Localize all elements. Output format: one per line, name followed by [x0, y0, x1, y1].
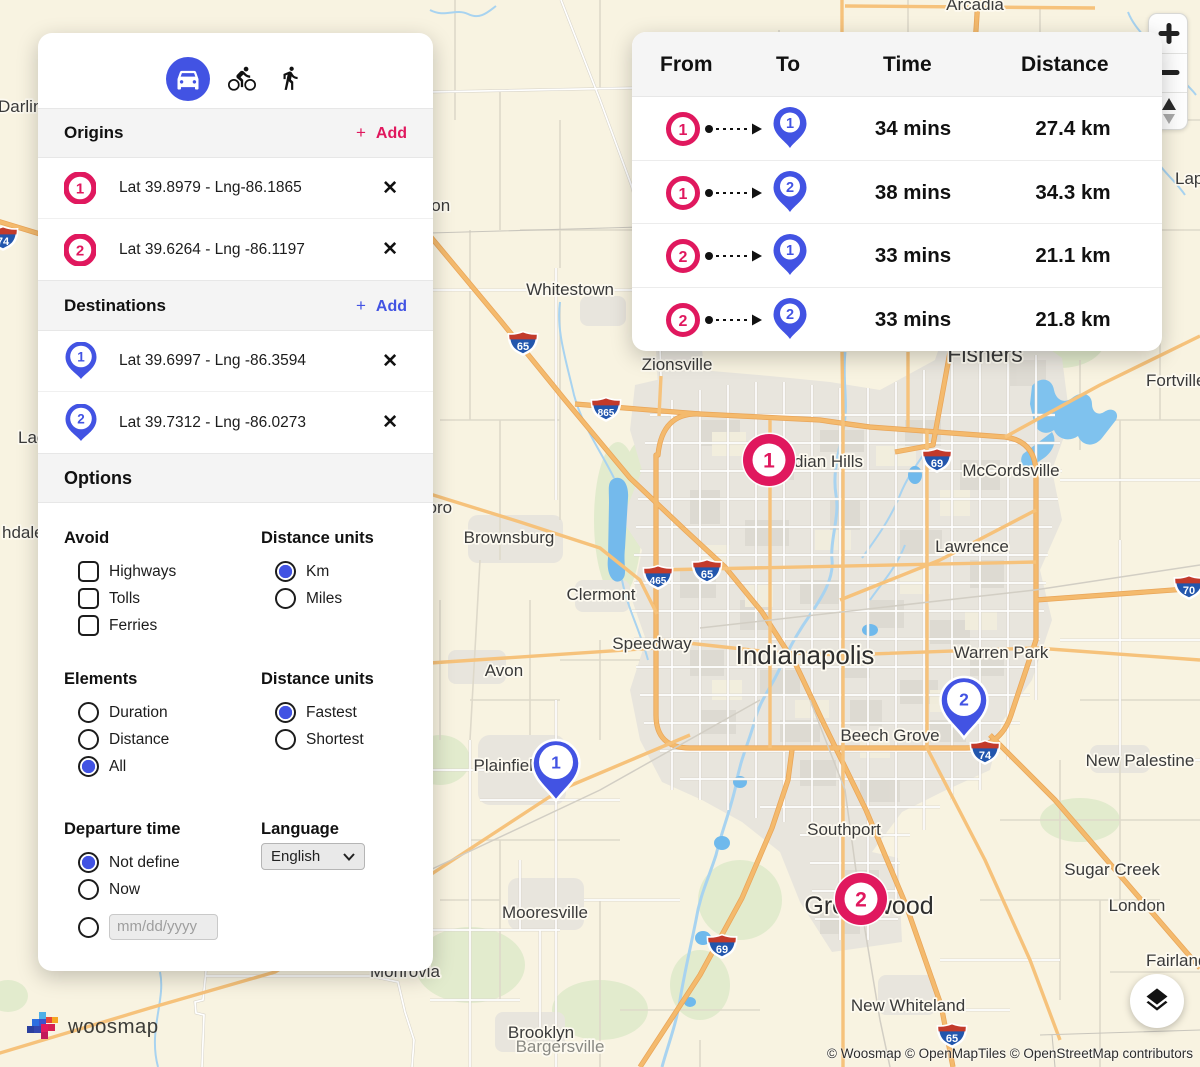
svg-text:Brownsburg: Brownsburg	[464, 528, 555, 547]
svg-text:London: London	[1109, 896, 1166, 915]
svg-text:2: 2	[959, 690, 969, 710]
svg-text:1: 1	[679, 122, 688, 139]
svg-text:Zionsville: Zionsville	[642, 355, 713, 374]
svg-text:2: 2	[786, 307, 794, 323]
svg-text:65: 65	[701, 569, 713, 581]
svg-text:65: 65	[946, 1033, 958, 1045]
svg-text:Lapel: Lapel	[1175, 169, 1200, 188]
svg-text:2: 2	[76, 242, 84, 259]
svg-text:Arcadia: Arcadia	[946, 0, 1004, 14]
svg-text:2: 2	[855, 889, 867, 912]
svg-text:Fairland: Fairland	[1146, 951, 1200, 970]
svg-text:Warren Park: Warren Park	[954, 643, 1049, 662]
svg-text:Brooklyn: Brooklyn	[508, 1023, 574, 1042]
svg-text:New Palestine: New Palestine	[1086, 751, 1195, 770]
svg-text:1: 1	[679, 186, 688, 203]
svg-text:Avon: Avon	[485, 661, 523, 680]
svg-text:Indianapolis: Indianapolis	[736, 640, 875, 670]
svg-text:McCordsville: McCordsville	[962, 461, 1059, 480]
svg-text:Speedway: Speedway	[612, 634, 692, 653]
svg-text:1: 1	[77, 350, 85, 365]
svg-text:Beech Grove: Beech Grove	[840, 726, 939, 745]
svg-text:865: 865	[598, 408, 615, 419]
svg-text:1: 1	[76, 181, 84, 198]
svg-text:Whitestown: Whitestown	[526, 280, 614, 299]
svg-text:1: 1	[551, 753, 561, 773]
svg-text:Bargersville: Bargersville	[516, 1037, 605, 1056]
svg-text:69: 69	[931, 458, 943, 470]
svg-text:Plainfield: Plainfield	[474, 756, 543, 775]
svg-text:New Whiteland: New Whiteland	[851, 996, 965, 1015]
svg-text:74: 74	[979, 750, 992, 762]
svg-text:Fortville: Fortville	[1146, 371, 1200, 390]
svg-text:Lawrence: Lawrence	[935, 537, 1009, 556]
svg-text:465: 465	[650, 576, 667, 587]
svg-text:Clermont: Clermont	[567, 585, 636, 604]
svg-text:65: 65	[517, 341, 529, 353]
svg-text:Mooresville: Mooresville	[502, 903, 588, 922]
svg-text:2: 2	[786, 180, 794, 196]
svg-text:69: 69	[716, 944, 728, 956]
svg-text:1: 1	[786, 243, 794, 259]
svg-text:2: 2	[679, 249, 688, 266]
svg-text:1: 1	[786, 116, 794, 132]
svg-text:Sugar Creek: Sugar Creek	[1064, 860, 1160, 879]
svg-text:70: 70	[1183, 585, 1195, 597]
svg-text:Southport: Southport	[807, 820, 881, 839]
svg-text:2: 2	[679, 313, 688, 330]
svg-text:1: 1	[763, 450, 775, 473]
svg-text:hdale: hdale	[2, 523, 44, 542]
svg-text:74: 74	[0, 236, 10, 248]
svg-text:2: 2	[77, 411, 85, 426]
